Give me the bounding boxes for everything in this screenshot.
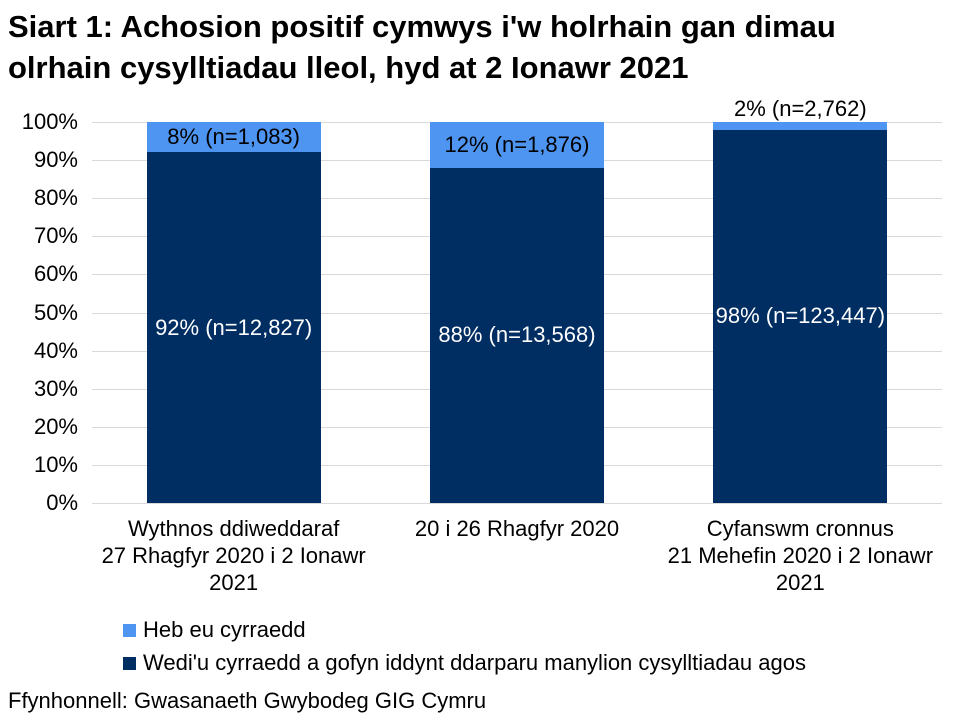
y-tick-label: 20%	[33, 413, 78, 439]
y-tick-label: 60%	[33, 261, 78, 287]
x-axis-label-line: 2021	[775, 570, 825, 595]
y-tick-label: 80%	[33, 185, 78, 211]
y-tick-label: 10%	[33, 451, 78, 477]
y-tick-label: 30%	[33, 375, 78, 401]
y-tick-label: 100%	[21, 109, 78, 134]
bar-data-label: 92% (n=12,827)	[155, 314, 313, 340]
bar-segment-not-reached	[713, 122, 888, 130]
bar-data-label: 98% (n=123,447)	[715, 303, 886, 329]
x-axis-label: Wythnos ddiweddaraf 27 Rhagfyr 2020 i 2 I…	[84, 515, 384, 596]
y-tick-label: 70%	[33, 223, 78, 249]
x-axis-label: Cyfanswm cronnus 21 Mehefin 2020 i 2 Iona…	[650, 515, 950, 596]
bar-data-label: 2% (n=2,762)	[733, 96, 867, 121]
legend-label: Wedi'u cyrraedd a gofyn iddynt ddarparu …	[143, 650, 806, 675]
legend-label: Heb eu cyrraedd	[143, 617, 306, 642]
y-tick-label: 40%	[33, 337, 78, 363]
bar-data-label: 12% (n=1,876)	[444, 131, 590, 157]
legend-item: Heb eu cyrraedd	[123, 617, 806, 643]
bar-segment-reached	[146, 152, 321, 503]
legend-item: Wedi'u cyrraedd a gofyn iddynt ddarparu …	[123, 650, 806, 676]
legend: Heb eu cyrraedd Wedi'u cyrraedd a gofyn i…	[123, 617, 806, 683]
legend-swatch	[123, 623, 136, 637]
y-tick-label: 90%	[33, 147, 78, 173]
x-axis-label-line: 27 Rhagfyr 2020 i 2 Ionawr	[101, 543, 366, 568]
source-note: Ffynhonnell: Gwasanaeth Gwybodeg GIG Cym…	[8, 688, 487, 713]
bar-segment-not-reached	[430, 122, 604, 168]
bar-segment-not-reached	[146, 122, 321, 153]
y-tick-label: 0%	[46, 490, 78, 515]
bar-segment-reached	[713, 129, 888, 503]
bar-segment-reached	[430, 167, 604, 503]
chart-title: Siart 1: Achosion positif cymwys i'w hol…	[8, 9, 836, 85]
x-axis-label-line: 21 Mehefin 2020 i 2 Ionawr	[667, 543, 934, 568]
gridline	[92, 503, 942, 504]
x-axis-label: 20 i 26 Rhagfyr 2020	[367, 515, 667, 542]
bar-data-label: 88% (n=13,568)	[438, 322, 596, 348]
x-axis-label-line: Cyfanswm cronnus	[706, 516, 894, 541]
legend-swatch	[123, 656, 136, 670]
x-axis-label-line: 20 i 26 Rhagfyr 2020	[414, 516, 620, 541]
bar-data-label: 8% (n=1,083)	[167, 124, 300, 150]
x-axis-label-line: Wythnos ddiweddaraf	[127, 516, 340, 541]
x-axis-label-line: 2021	[209, 570, 259, 595]
y-tick-label: 50%	[33, 299, 78, 325]
